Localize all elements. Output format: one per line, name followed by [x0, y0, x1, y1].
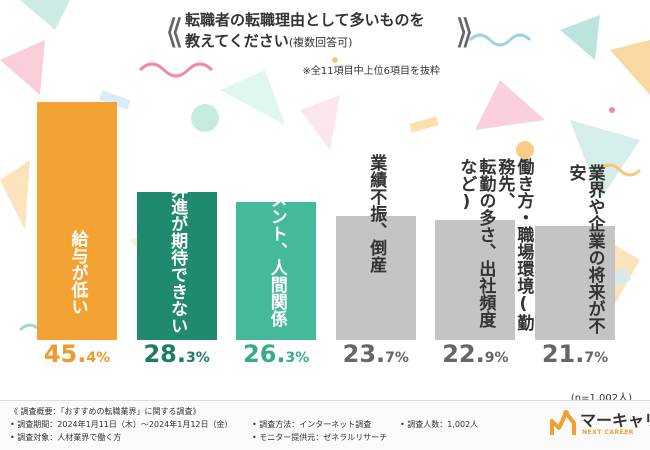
selection-note: ※全11項目中上位6項目を抜粋 — [302, 66, 440, 77]
footer-count: • 調査人数：1,002人 — [400, 420, 479, 429]
bar-label-line: 業界や企業の将来が不安 — [565, 164, 605, 335]
footer-period: • 調査期間：2024年1月11日（木）～2024年1月12日（金） — [10, 420, 233, 429]
bar-label-line: 昇給や昇進が期待できない — [167, 129, 188, 334]
value-label-2: 28.3% — [132, 340, 222, 368]
value-integer: 21. — [541, 340, 585, 368]
value-label-1: 45.4% — [32, 340, 122, 368]
footer-target: • 調査対象：人材業界で働く方 — [10, 433, 122, 442]
value-integer: 28. — [143, 340, 186, 368]
title-right-bracket: ⟫ — [455, 12, 474, 52]
bar-6 — [535, 226, 615, 340]
bar-label-line: 働き方・職場環境(勤務先、 — [494, 157, 534, 331]
title-line-2: 教えてください(複数回答可) — [185, 31, 465, 53]
title-line-2-sub: (複数回答可) — [288, 36, 353, 49]
bar-label-3: ハラスメント、人間関係 — [266, 140, 287, 338]
bar-label-4: 業績不振、倒産 — [366, 153, 387, 338]
bar-label-line: 業績不振、倒産 — [366, 153, 387, 273]
value-integer: 26. — [243, 340, 286, 368]
chart-title: 転職者の転職理由として多いものを 教えてください(複数回答可) — [185, 10, 465, 53]
brand-logo: マーキャリ NEXT CAREER — [548, 405, 650, 445]
value-integer: 22. — [442, 340, 485, 368]
bar-3 — [236, 202, 317, 340]
logo-mark-icon — [550, 410, 576, 435]
title-line-1: 転職者の転職理由として多いものを — [185, 11, 425, 29]
value-decimal: 7% — [584, 350, 609, 366]
footer-method: • 調査方法：インターネット調査 — [252, 420, 372, 429]
bar-1 — [37, 102, 117, 340]
bar-label-line: 給与が低い — [67, 230, 88, 315]
bar-label-5: 働き方・職場環境(勤務先、 転勤の多さ、出社頻度など) — [456, 157, 534, 338]
value-integer: 45. — [43, 340, 87, 368]
value-label-4: 23.7% — [331, 340, 421, 368]
logo-subtext: NEXT CAREER — [582, 429, 634, 436]
value-decimal: 7% — [385, 350, 409, 366]
value-integer: 23. — [342, 340, 386, 368]
bar-5 — [435, 219, 516, 340]
bar-label-2: 昇給や昇進が期待できない — [167, 129, 188, 338]
sample-size-note: (n=1,002人) — [570, 393, 632, 404]
value-label-3: 26.3% — [231, 340, 321, 368]
bar-label-1: 給与が低い — [67, 230, 88, 338]
value-label-6: 21.7% — [530, 340, 620, 368]
bar-label-line: ハラスメント、人間関係 — [266, 140, 287, 328]
value-decimal: 9% — [484, 350, 509, 366]
value-decimal: 3% — [285, 350, 310, 366]
value-label-5: 22.9% — [430, 340, 520, 368]
title-line-2-main: 教えてください — [185, 32, 289, 50]
value-decimal: 4% — [86, 350, 111, 366]
survey-footer: 《 調査概要：「おすすめの転職業界」に関する調査》 • 調査期間：2024年1月… — [0, 400, 650, 450]
footer-overview: 《 調査概要：「おすすめの転職業界」に関する調査》 — [10, 407, 201, 416]
title-left-bracket: ⟪ — [165, 12, 184, 52]
value-decimal: 3% — [185, 350, 210, 366]
bar-4 — [335, 215, 416, 340]
bar-2 — [136, 191, 217, 340]
bar-label-line: 転勤の多さ、出社頻度など) — [456, 157, 496, 328]
logo-text: マーキャリ — [580, 411, 650, 430]
footer-provider: • モニター提供元：ゼネラルリサーチ — [252, 433, 388, 442]
bar-label-6: 業界や企業の将来が不安 — [565, 164, 605, 338]
